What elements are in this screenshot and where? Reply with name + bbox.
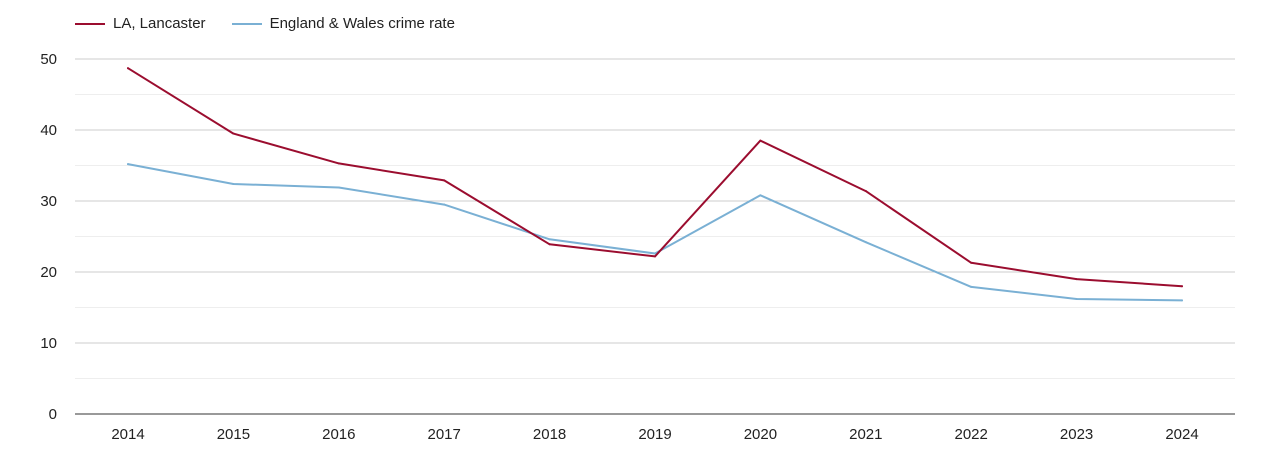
data-point-la-lancaster [232,132,235,135]
legend-swatch-england-wales [231,22,262,25]
x-tick-label: 2015 [217,426,250,443]
data-point-england-wales [759,194,762,197]
data-point-la-lancaster [337,162,340,165]
series-line-england-wales [127,163,1183,302]
data-point-england-wales [337,186,340,189]
data-point-england-wales [443,203,446,206]
data-point-la-lancaster [864,190,867,193]
x-tick-label: 2024 [1165,426,1198,443]
x-tick-label: 2014 [111,426,144,443]
x-tick-label: 2022 [955,426,988,443]
legend-item-england-wales[interactable]: England & Wales crime rate [231,15,455,32]
data-point-la-lancaster [127,67,129,70]
data-point-england-wales [970,285,973,288]
x-tick-label: 2019 [638,426,671,443]
data-point-england-wales [864,241,867,244]
y-tick-label: 40 [40,122,57,139]
legend-item-la-lancaster[interactable]: LA, Lancaster [75,15,206,32]
x-tick-label: 2016 [322,426,355,443]
y-tick-label: 50 [40,51,57,68]
x-tick-label: 2018 [533,426,566,443]
data-point-la-lancaster [654,255,656,258]
data-point-la-lancaster [759,139,762,142]
y-tick-label: 0 [49,406,57,423]
data-point-england-wales [232,182,235,185]
y-tick-label: 20 [40,264,57,281]
y-tick-label: 30 [40,193,57,210]
legend-label-england-wales: England & Wales crime rate [269,15,455,32]
data-point-la-lancaster [1075,278,1078,281]
legend-label-la-lancaster: LA, Lancaster [113,15,206,32]
data-point-england-wales [1075,297,1078,300]
data-point-england-wales [127,163,129,166]
legend-swatch-la-lancaster [75,22,105,25]
x-tick-label: 2021 [849,426,882,443]
data-point-england-wales [1181,299,1183,302]
data-point-la-lancaster [443,179,446,182]
x-tick-label: 2017 [428,426,461,443]
y-tick-label: 10 [40,335,57,352]
x-tick-label: 2020 [744,426,777,443]
data-point-la-lancaster [970,261,973,264]
data-point-la-lancaster [548,243,551,246]
data-point-la-lancaster [1181,285,1183,288]
data-point-england-wales [548,238,551,241]
x-tick-label: 2023 [1060,426,1093,443]
chart-legend: LA, Lancaster England & Wales crime rate [75,15,481,32]
data-point-england-wales [654,252,656,255]
